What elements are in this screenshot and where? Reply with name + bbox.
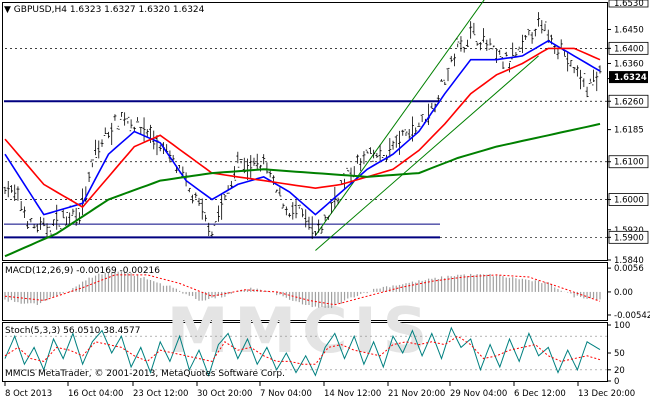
stoch-axis-label: 20: [614, 366, 625, 376]
ma_medium-line: [4, 47, 601, 209]
macd-signal-line: [4, 274, 601, 306]
price-panel: [3, 0, 607, 258]
top-level-box: [608, 0, 649, 8]
price-axis-label: 1.5920: [614, 226, 644, 236]
time-axis-label: 29 Nov 04:00: [450, 389, 507, 399]
top-level-label: 1.6530: [614, 0, 644, 9]
copyright-text: MMCIS MetaTrader, © 2001-2013, MetaQuote…: [5, 369, 285, 379]
price-axis-label: 1.6100: [614, 158, 644, 168]
price-axis-label: 1.6450: [614, 25, 644, 35]
macd-header: MACD(12,26,9) -0.00169 -0.00216: [5, 266, 160, 276]
time-axis-label: 21 Nov 20:00: [388, 389, 445, 399]
symbol-triangle-icon: ▼: [4, 5, 14, 15]
time-axis-label: 30 Oct 20:00: [197, 389, 252, 399]
time-axis-label: 23 Oct 12:00: [133, 389, 188, 399]
time-axis-label: 7 Nov 04:00: [260, 389, 312, 399]
symbol-line: GBPUSD,H4 1.6323 1.6327 1.6320 1.6324: [14, 5, 205, 15]
macd-panel: [4, 271, 601, 309]
symbol-header: ▼ GBPUSD,H4 1.6323 1.6327 1.6320 1.6324: [4, 5, 205, 15]
stoch-panel: [4, 326, 607, 377]
time-axis-label: 8 Oct 2013: [5, 389, 52, 399]
time-axis-label: 13 Dec 20:00: [578, 389, 635, 399]
price-axis-label: 1.6400: [614, 44, 644, 54]
time-axis-label: 6 Dec 12:00: [514, 389, 566, 399]
macd-axis-label: -0.00542: [614, 311, 650, 321]
stoch-header: Stoch(5,3,3) 56.0510 38.4577: [5, 326, 140, 336]
ma_fast-line: [4, 39, 601, 216]
current-price-tag: [609, 71, 648, 84]
price-axis-label: 1.5900: [614, 233, 644, 243]
current-price-label: 1.6324: [614, 73, 647, 83]
channel-upper-line: [315, 0, 485, 236]
stoch-signal-line: [4, 335, 601, 365]
stoch-axis-label: 0: [614, 377, 619, 387]
time-axis-label: 16 Oct 04:00: [68, 389, 123, 399]
stoch-main-line: [4, 326, 601, 377]
price-axis-label: 1.5840: [614, 256, 644, 266]
stoch-axis-label: 100: [614, 321, 630, 331]
axes: 1.64501.64001.63601.63201.62601.61851.61…: [4, 0, 650, 399]
ma_slow-line: [4, 122, 601, 258]
macd-axis-label: 0.00: [614, 288, 633, 298]
macd-axis-label: 0.0056: [614, 264, 644, 274]
price-axis-label: 1.6360: [614, 59, 644, 69]
channel-lower-line: [315, 55, 539, 251]
stoch-panel-frame: [2, 322, 608, 382]
price-axis-label: 1.6260: [614, 97, 644, 107]
stoch-axis-label: 50: [614, 349, 625, 359]
price-axis-label: 1.6185: [614, 126, 644, 136]
time-axis-label: 14 Nov 12:00: [324, 389, 381, 399]
price-axis-label: 1.6000: [614, 196, 644, 206]
watermark: MMCIS: [167, 294, 434, 367]
price-panel-frame: [2, 2, 608, 261]
